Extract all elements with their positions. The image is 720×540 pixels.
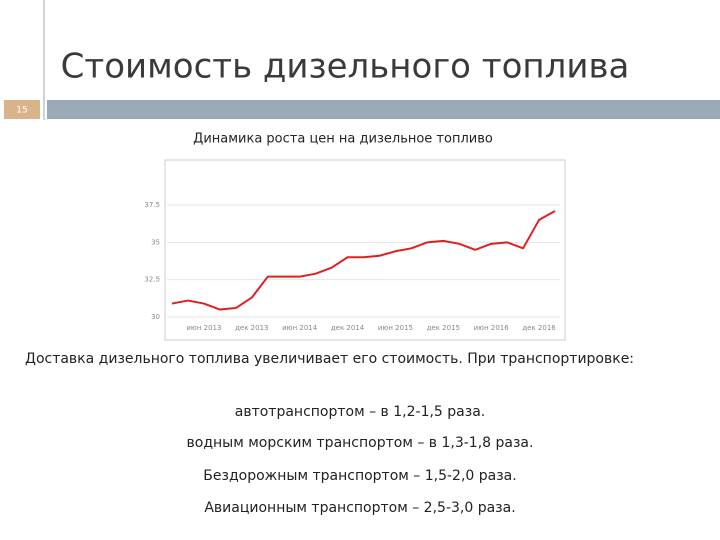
number-box bbox=[4, 100, 40, 119]
x-tick-label: дек 2013 bbox=[235, 324, 268, 332]
chart-title: Динамика роста цен на дизельное топливо bbox=[193, 132, 493, 147]
y-tick-label: 32.5 bbox=[144, 276, 160, 284]
line bbox=[171, 210, 556, 311]
item: Авиационным транспортом – 2,5-3,0 раза. bbox=[204, 500, 515, 516]
item: водным морским транспортом – в 1,3-1,8 р… bbox=[187, 435, 534, 451]
header-bar bbox=[47, 100, 720, 119]
intro: Доставка дизельного топлива увеличивает … bbox=[25, 351, 634, 367]
x-tick-label: дек 2015 bbox=[427, 324, 460, 332]
chart-frame bbox=[164, 159, 566, 341]
x-tick-label: июн 2014 bbox=[282, 324, 318, 332]
x-tick-label: июн 2013 bbox=[186, 324, 221, 332]
slide-title: Стоимость дизельного топлива bbox=[61, 47, 630, 87]
y-tick-label: 35 bbox=[151, 238, 160, 246]
item: Бездорожным транспортом – 1,5-2,0 раза. bbox=[203, 468, 516, 484]
x-tick-label: июн 2016 bbox=[474, 324, 510, 332]
x-tick-label: дек 2016 bbox=[522, 324, 556, 332]
x-tick-label: июн 2015 bbox=[378, 324, 413, 332]
slide-number: 15 bbox=[16, 106, 27, 116]
item: автотранспортом – в 1,2-1,5 раза. bbox=[235, 404, 485, 420]
y-tick-label: 30 bbox=[151, 313, 160, 321]
y-tick-label: 37.5 bbox=[144, 201, 160, 209]
x-tick-label: дек 2014 bbox=[331, 324, 365, 332]
